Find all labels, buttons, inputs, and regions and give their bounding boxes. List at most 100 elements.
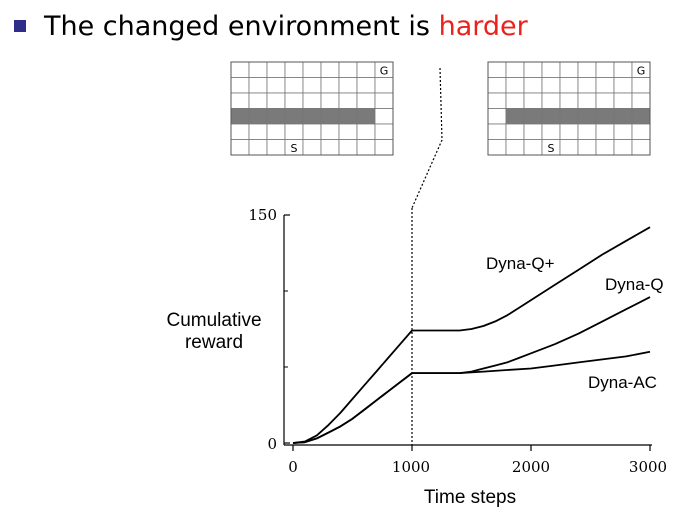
maze-cell — [631, 139, 651, 156]
maze-cell — [559, 123, 579, 140]
maze-wall-cell — [523, 108, 543, 125]
maze-cell — [523, 123, 543, 140]
maze-cell — [631, 92, 651, 109]
slide-title: The changed environment is harder — [44, 11, 528, 42]
maze-cell — [284, 77, 304, 94]
maze-cell — [320, 61, 340, 78]
maze-cell — [505, 139, 525, 156]
maze-cell — [541, 61, 561, 78]
maze-cell — [505, 123, 525, 140]
maze-cell — [266, 61, 286, 78]
y-axis-title-line-1: Cumulative — [166, 310, 261, 331]
maze-cell — [356, 77, 376, 94]
series-line-dyna-q-plus — [292, 226, 651, 444]
maze-cell — [559, 139, 579, 156]
maze-cell — [631, 77, 651, 94]
maze-cell — [284, 61, 304, 78]
maze-wall-cell — [338, 108, 358, 125]
maze-cell — [577, 61, 597, 78]
maze-cell — [523, 92, 543, 109]
maze-cell — [595, 139, 615, 156]
maze-cell — [487, 108, 507, 125]
maze-cell — [338, 61, 358, 78]
maze-cell — [302, 61, 322, 78]
maze-cell — [302, 123, 322, 140]
maze-cell — [374, 92, 394, 109]
maze-cell — [505, 61, 525, 78]
maze-cell — [505, 77, 525, 94]
maze-cell — [230, 61, 250, 78]
maze-cell — [284, 123, 304, 140]
slide-title-line: The changed environment is harder — [14, 6, 528, 46]
x-tick-label-1000: 1000 — [392, 458, 430, 476]
maze-wall-cell — [595, 108, 615, 125]
series-line-dyna-ac — [292, 350, 651, 444]
maze-cell — [320, 123, 340, 140]
cumulative-reward-chart: 150 0 0 1000 2000 3000 Time steps Cumula… — [166, 206, 667, 508]
maze-cell — [248, 77, 268, 94]
x-tick-label-2000: 2000 — [512, 458, 550, 476]
maze-cell — [374, 139, 394, 156]
maze-cell — [613, 92, 633, 109]
square-bullet-icon — [14, 20, 26, 32]
maze-cell — [320, 139, 340, 156]
change-connector-line — [411, 67, 443, 209]
maze-cell — [338, 77, 358, 94]
maze-cell — [338, 92, 358, 109]
maze-wall-cell — [320, 108, 340, 125]
start-label: S — [548, 142, 555, 155]
maze-cell — [559, 92, 579, 109]
maze-cell — [487, 92, 507, 109]
maze-cell — [248, 61, 268, 78]
maze-cell — [356, 139, 376, 156]
start-label: S — [291, 142, 298, 155]
maze-wall-cell — [248, 108, 268, 125]
y-axis-title-line-2: reward — [185, 332, 243, 353]
series-label-dyna-ac: Dyna-AC — [588, 373, 657, 392]
maze-wall-cell — [541, 108, 561, 125]
maze-grid-after: GS — [487, 61, 651, 156]
maze-cell — [374, 108, 394, 125]
maze-cell — [248, 92, 268, 109]
maze-cell — [230, 139, 250, 156]
maze-cell — [338, 139, 358, 156]
maze-cell — [266, 139, 286, 156]
maze-cell — [302, 92, 322, 109]
slide-title-prefix: The changed environment is — [44, 10, 439, 42]
maze-cell — [541, 123, 561, 140]
slide-title-highlight: harder — [438, 10, 528, 42]
maze-cell — [356, 92, 376, 109]
maze-wall-cell — [613, 108, 633, 125]
maze-cell — [230, 123, 250, 140]
series-label-dyna-q-plus: Dyna-Q+ — [486, 254, 555, 273]
maze-cell — [577, 139, 597, 156]
maze-wall-cell — [302, 108, 322, 125]
maze-cell — [613, 77, 633, 94]
y-tick-label-150: 150 — [248, 206, 277, 224]
maze-wall-cell — [284, 108, 304, 125]
maze-cell — [541, 77, 561, 94]
maze-cell — [487, 139, 507, 156]
maze-cell — [523, 77, 543, 94]
maze-wall-cell — [577, 108, 597, 125]
series-line-dyna-q — [292, 296, 651, 444]
maze-border — [487, 61, 651, 156]
maze-cell — [595, 92, 615, 109]
series-label-dyna-q: Dyna-Q — [605, 275, 664, 294]
maze-wall-cell — [505, 108, 525, 125]
maze-cell — [356, 61, 376, 78]
series-group — [292, 226, 651, 444]
maze-cell — [559, 61, 579, 78]
maze-wall-cell — [631, 108, 651, 125]
maze-cell — [577, 77, 597, 94]
maze-border — [230, 61, 394, 156]
maze-cell — [248, 139, 268, 156]
maze-cell — [595, 123, 615, 140]
maze-cell — [374, 123, 394, 140]
maze-cell — [595, 77, 615, 94]
maze-cell — [266, 92, 286, 109]
maze-cell — [302, 139, 322, 156]
x-tick-label-3000: 3000 — [629, 458, 667, 476]
maze-cell — [374, 77, 394, 94]
